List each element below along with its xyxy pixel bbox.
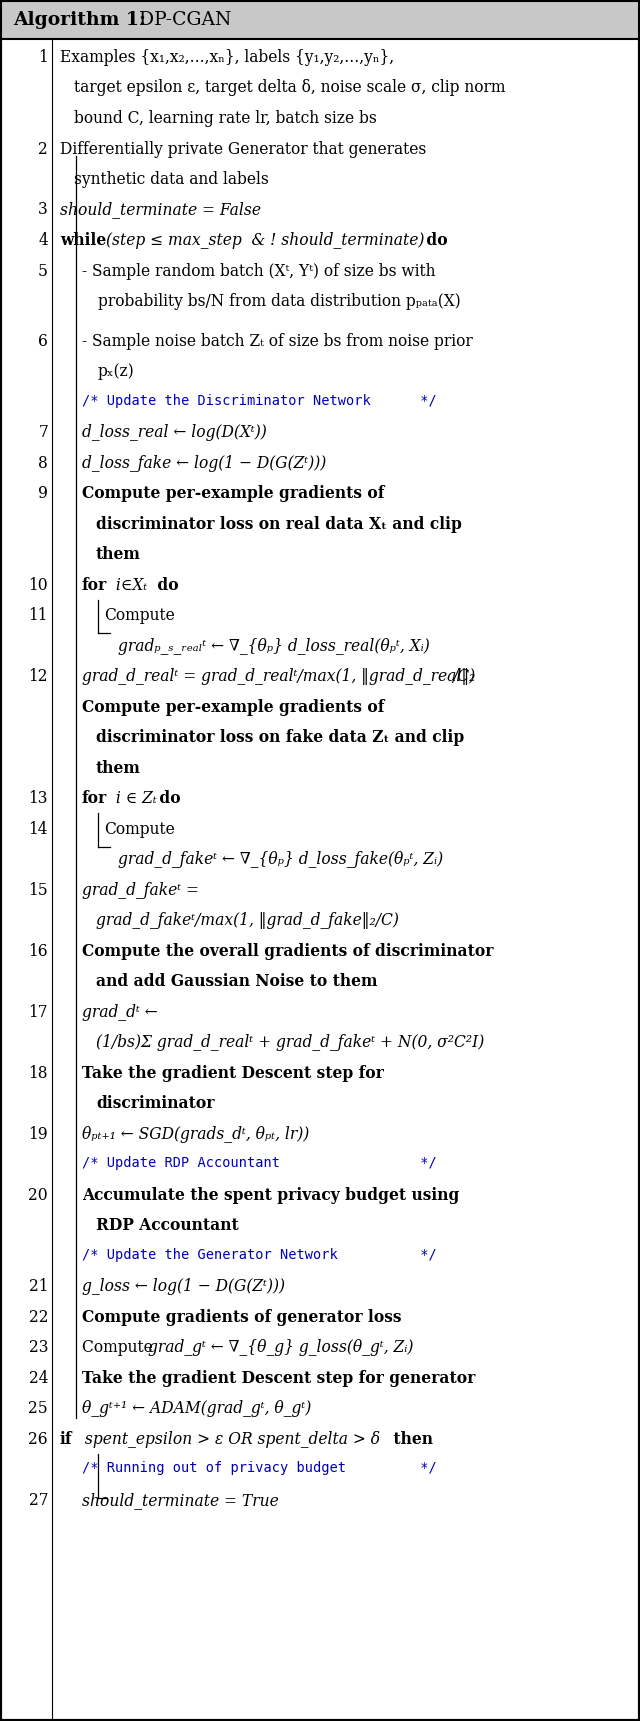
Text: Compute per-example gradients of: Compute per-example gradients of [82, 699, 385, 716]
Text: Compute: Compute [82, 1339, 157, 1356]
Text: 19: 19 [28, 1126, 48, 1143]
Text: 20: 20 [28, 1187, 48, 1203]
Text: Algorithm 1:: Algorithm 1: [13, 10, 146, 29]
Text: 8: 8 [38, 454, 48, 472]
Text: Take the gradient Descent step for generator: Take the gradient Descent step for gener… [82, 1370, 476, 1387]
Text: synthetic data and labels: synthetic data and labels [74, 170, 269, 188]
Text: 2: 2 [38, 141, 48, 158]
Text: /* Update the Generator Network          */: /* Update the Generator Network */ [82, 1248, 436, 1261]
Text: Compute per-example gradients of: Compute per-example gradients of [82, 485, 385, 503]
Text: 24: 24 [29, 1370, 48, 1387]
Text: 14: 14 [29, 821, 48, 838]
Text: 7: 7 [38, 423, 48, 441]
Text: do: do [421, 232, 447, 250]
Text: DP-CGAN: DP-CGAN [133, 10, 232, 29]
Text: 26: 26 [28, 1430, 48, 1447]
Text: if: if [60, 1430, 72, 1447]
Text: 13: 13 [29, 790, 48, 807]
Text: while: while [60, 232, 106, 250]
Text: i ∈ Zₜ: i ∈ Zₜ [111, 790, 157, 807]
Text: 25: 25 [28, 1401, 48, 1416]
Text: 9: 9 [38, 485, 48, 503]
Text: grad_d_fakeᵗ/max(1, ‖grad_d_fake‖₂/C): grad_d_fakeᵗ/max(1, ‖grad_d_fake‖₂/C) [96, 912, 399, 929]
Text: 4: 4 [38, 232, 48, 250]
Text: bound C, learning rate lr, batch size bs: bound C, learning rate lr, batch size bs [74, 110, 377, 127]
Text: grad_d_fakeᵗ ← ∇_{θₚ} d_loss_fake(θₚᵗ, Zᵢ): grad_d_fakeᵗ ← ∇_{θₚ} d_loss_fake(θₚᵗ, Z… [118, 852, 443, 867]
Text: them: them [96, 759, 141, 776]
Text: for: for [82, 577, 108, 594]
Text: discriminator loss on fake data Zₜ and clip: discriminator loss on fake data Zₜ and c… [96, 730, 464, 747]
Text: (1/bs)Σ grad_d_realᵗ + grad_d_fakeᵗ + N(0, σ²C²I): (1/bs)Σ grad_d_realᵗ + grad_d_fakeᵗ + N(… [96, 1034, 484, 1052]
Text: grad_gᵗ ← ∇_{θ_g} g_loss(θ_gᵗ, Zᵢ): grad_gᵗ ← ∇_{θ_g} g_loss(θ_gᵗ, Zᵢ) [148, 1339, 413, 1356]
Text: grad_dᵗ ←: grad_dᵗ ← [82, 1003, 157, 1021]
Text: Take the gradient Descent step for: Take the gradient Descent step for [82, 1065, 384, 1083]
Text: 17: 17 [29, 1003, 48, 1021]
Text: 6: 6 [38, 332, 48, 349]
Text: 23: 23 [29, 1339, 48, 1356]
Text: do: do [152, 577, 179, 594]
Text: d_loss_real ← log(D(Xᵗ)): d_loss_real ← log(D(Xᵗ)) [82, 423, 267, 441]
Text: gradₚ_ₛ_ᵣₑₐₗᵗ ← ∇_{θₚ} d_loss_real(θₚᵗ, Xᵢ): gradₚ_ₛ_ᵣₑₐₗᵗ ← ∇_{θₚ} d_loss_real(θₚᵗ, … [118, 638, 429, 654]
Text: should_terminate = False: should_terminate = False [60, 201, 261, 219]
Text: /* Update RDP Accountant                 */: /* Update RDP Accountant */ [82, 1157, 436, 1170]
Text: probability bs/N from data distribution pₚₐₜₐ(X): probability bs/N from data distribution … [98, 293, 461, 310]
Text: and add Gaussian Noise to them: and add Gaussian Noise to them [96, 972, 378, 990]
Text: 12: 12 [29, 668, 48, 685]
FancyBboxPatch shape [1, 2, 639, 40]
Text: should_terminate = True: should_terminate = True [82, 1492, 279, 1509]
Text: grad_d_fakeᵗ =: grad_d_fakeᵗ = [82, 881, 199, 898]
Text: pₓ(z): pₓ(z) [98, 363, 135, 380]
Text: Compute: Compute [104, 821, 175, 838]
Text: /* Update the Discriminator Network      */: /* Update the Discriminator Network */ [82, 394, 436, 408]
Text: 27: 27 [29, 1492, 48, 1509]
Text: /* Running out of privacy budget         */: /* Running out of privacy budget */ [82, 1461, 436, 1475]
Text: Examples {x₁,x₂,...,xₙ}, labels {y₁,y₂,...,yₙ},: Examples {x₁,x₂,...,xₙ}, labels {y₁,y₂,.… [60, 48, 394, 65]
Text: RDP Accountant: RDP Accountant [96, 1217, 239, 1234]
Text: θₚₜ₊₁ ← SGD(grads_dᵗ, θₚₜ, lr)): θₚₜ₊₁ ← SGD(grads_dᵗ, θₚₜ, lr)) [82, 1126, 309, 1143]
Text: θ_gᵗ⁺¹ ← ADAM(grad_gᵗ, θ_gᵗ): θ_gᵗ⁺¹ ← ADAM(grad_gᵗ, θ_gᵗ) [82, 1401, 311, 1416]
Text: discriminator loss on real data Xₜ and clip: discriminator loss on real data Xₜ and c… [96, 516, 462, 534]
Text: do: do [154, 790, 180, 807]
Text: - Sample random batch (Xᵗ, Yᵗ) of size bs with: - Sample random batch (Xᵗ, Yᵗ) of size b… [82, 263, 435, 279]
Text: them: them [96, 546, 141, 563]
Text: g_loss ← log(1 − D(G(Zᵗ))): g_loss ← log(1 − D(G(Zᵗ))) [82, 1279, 285, 1296]
Text: d_loss_fake ← log(1 − D(G(Zᵗ))): d_loss_fake ← log(1 − D(G(Zᵗ))) [82, 454, 326, 472]
Text: target epsilon ε, target delta δ, noise scale σ, clip norm: target epsilon ε, target delta δ, noise … [74, 79, 506, 96]
Text: Accumulate the spent privacy budget using: Accumulate the spent privacy budget usin… [82, 1187, 460, 1203]
Text: i∈Xₜ: i∈Xₜ [111, 577, 147, 594]
Text: Compute: Compute [104, 608, 175, 625]
Text: (step ≤ max_step  & ! should_terminate): (step ≤ max_step & ! should_terminate) [106, 232, 424, 250]
Text: 3: 3 [38, 201, 48, 219]
Text: 5: 5 [38, 263, 48, 279]
Text: 1: 1 [38, 48, 48, 65]
Text: Compute gradients of generator loss: Compute gradients of generator loss [82, 1308, 401, 1325]
Text: - Sample noise batch Zₜ of size bs from noise prior: - Sample noise batch Zₜ of size bs from … [82, 332, 473, 349]
Text: discriminator: discriminator [96, 1095, 214, 1112]
Text: for: for [82, 790, 108, 807]
Text: 11: 11 [29, 608, 48, 625]
Text: then: then [388, 1430, 433, 1447]
Text: /C): /C) [452, 668, 475, 685]
Text: spent_epsilon > ε OR spent_delta > δ: spent_epsilon > ε OR spent_delta > δ [80, 1430, 380, 1447]
Text: 22: 22 [29, 1308, 48, 1325]
Text: 15: 15 [28, 881, 48, 898]
Text: grad_d_realᵗ = grad_d_realᵗ/max(1, ‖grad_d_real‖₂: grad_d_realᵗ = grad_d_realᵗ/max(1, ‖grad… [82, 668, 476, 685]
Text: 21: 21 [29, 1279, 48, 1296]
Text: Compute the overall gradients of discriminator: Compute the overall gradients of discrim… [82, 943, 493, 960]
Text: Differentially private Generator that generates: Differentially private Generator that ge… [60, 141, 426, 158]
Text: 16: 16 [28, 943, 48, 960]
Text: 18: 18 [29, 1065, 48, 1083]
Text: 10: 10 [28, 577, 48, 594]
